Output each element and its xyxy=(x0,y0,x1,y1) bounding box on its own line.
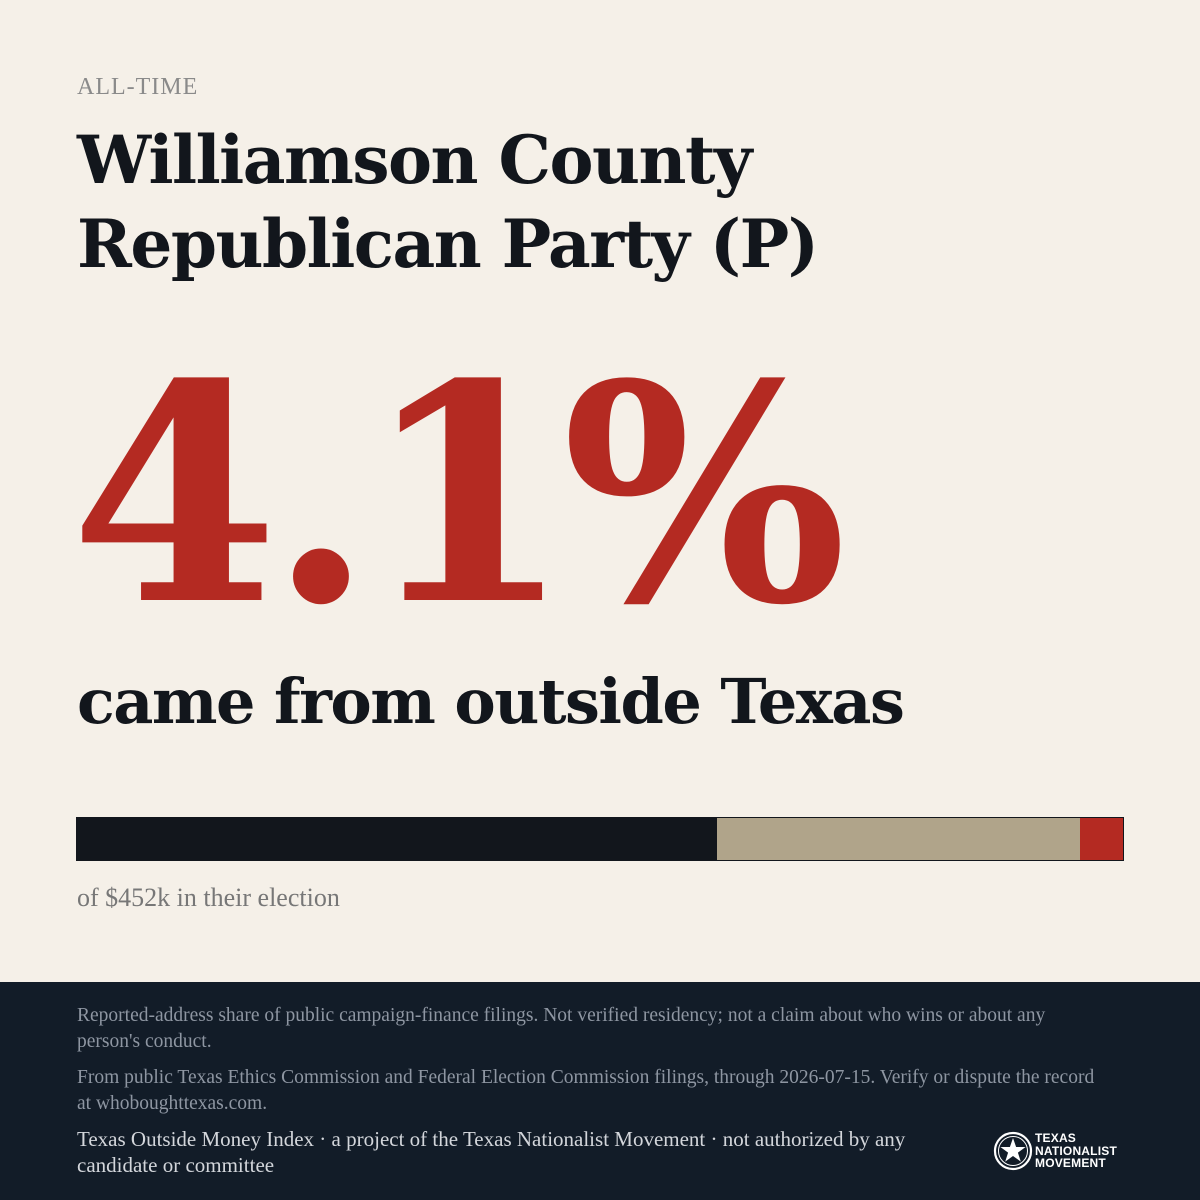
bar-segment-outside-texas xyxy=(1080,818,1123,860)
logo-wordmark: TEXAS NATIONALIST MOVEMENT xyxy=(1035,1132,1117,1170)
footer-source: From public Texas Ethics Commission and … xyxy=(77,1067,1095,1114)
footer-attribution: Texas Outside Money Index · a project of… xyxy=(77,1127,906,1177)
tnm-logo: TEXAS NATIONALIST MOVEMENT xyxy=(993,1131,1117,1171)
bar-segment-dark xyxy=(77,818,718,860)
page-title: Williamson County Republican Party (P) xyxy=(77,121,819,283)
bar-segment-tan xyxy=(717,818,1081,860)
total-caption: of $452k in their election xyxy=(77,883,340,912)
footer-disclaimer: Reported-address share of public campaig… xyxy=(77,1005,1046,1052)
logo-line-3: MOVEMENT xyxy=(1035,1156,1106,1171)
outside-share-value: 4.1% xyxy=(70,318,847,671)
funding-share-bar xyxy=(76,817,1124,861)
outside-share-subtitle: came from outside Texas xyxy=(77,665,905,738)
star-seal-icon xyxy=(993,1131,1033,1171)
logo-line-1: TEXAS xyxy=(1035,1131,1077,1146)
logo-line-2: NATIONALIST xyxy=(1035,1143,1117,1158)
period-label: ALL-TIME xyxy=(77,74,199,100)
